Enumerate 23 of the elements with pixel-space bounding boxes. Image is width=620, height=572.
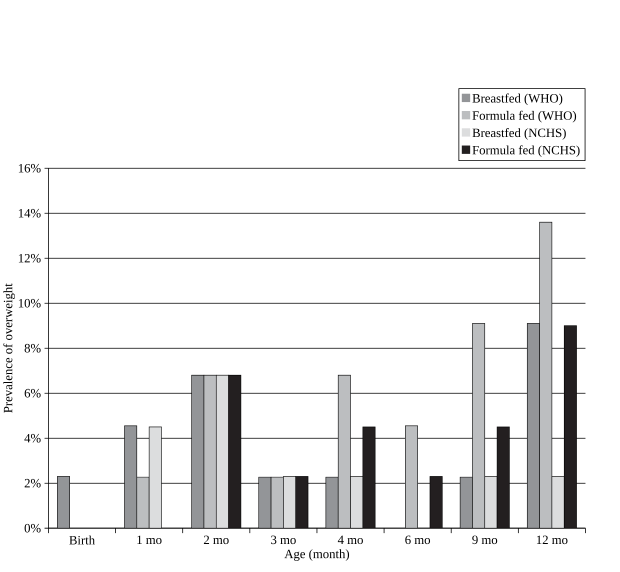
y-tick-label: 6% <box>24 388 41 398</box>
x-tick-label: 9 mo <box>472 535 498 544</box>
y-tick-label: 2% <box>24 478 41 488</box>
legend-label: Formula fed (NCHS) <box>472 145 580 157</box>
y-tick-label: 10% <box>18 298 41 308</box>
x-tick-label: 12 mo <box>536 535 568 544</box>
y-tick-label: 14% <box>18 208 41 218</box>
x-axis-title: Age (month) <box>284 549 350 561</box>
y-tick-label: 4% <box>24 434 41 442</box>
y-tick-label: 16% <box>18 164 41 172</box>
legend-label: Formula fed (WHO) <box>472 110 576 122</box>
y-tick-label: 12% <box>18 254 41 262</box>
x-tick-label: 2 mo <box>204 535 229 544</box>
legend-label: Breastfed (WHO) <box>472 93 562 106</box>
x-tick-label: 6 mo <box>405 535 430 544</box>
x-tick-label: 4 mo <box>338 535 363 544</box>
x-tick-label: 3 mo <box>271 535 296 544</box>
y-axis-title: Prevalence of overweight <box>3 283 15 413</box>
x-tick-label: Birth <box>69 535 95 544</box>
legend-label: Breastfed (NCHS) <box>472 128 566 140</box>
x-tick-label: 1 mo <box>137 535 162 544</box>
y-tick-label: 0% <box>24 524 41 532</box>
y-tick-label: 8% <box>24 344 41 352</box>
